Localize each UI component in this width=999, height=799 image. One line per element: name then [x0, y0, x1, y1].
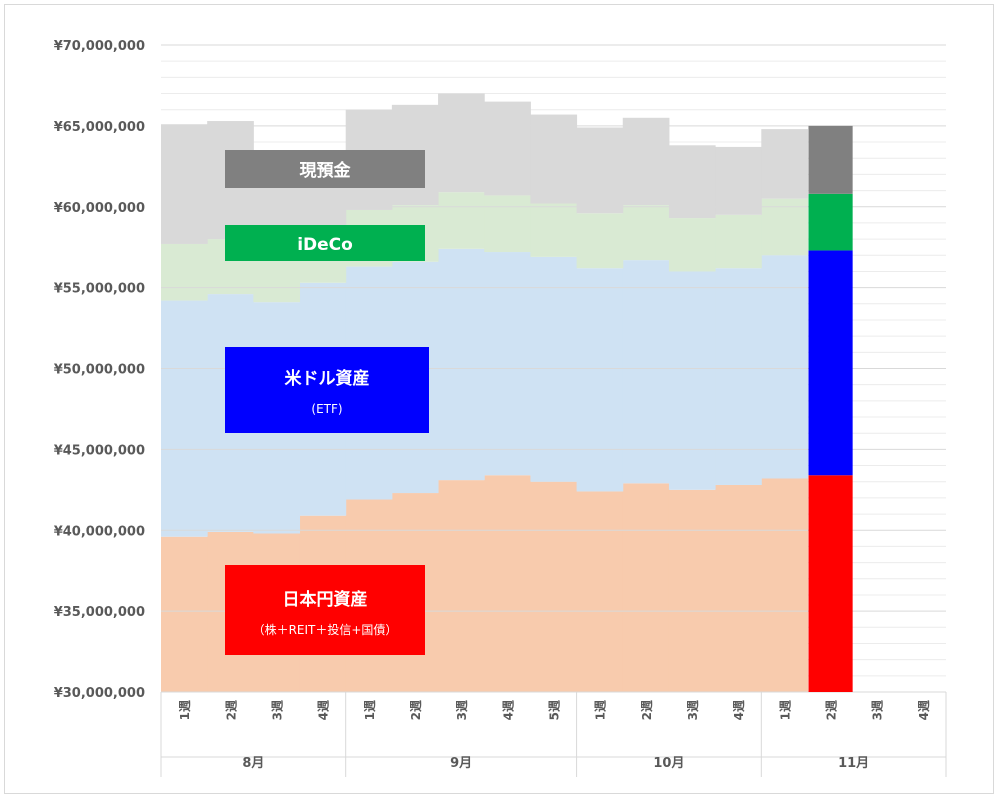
area-segment [622, 117, 670, 206]
current-week-bar [808, 125, 853, 692]
x-week-label: 3週 [269, 700, 284, 720]
area-segment [484, 252, 531, 476]
y-tick-label: ¥35,000,000 [54, 605, 145, 620]
x-week-label: 3週 [454, 700, 469, 720]
x-week-label: 4週 [916, 700, 931, 720]
label-usd: 米ドル資産 (ETF) [225, 347, 429, 433]
area-segment [622, 260, 670, 484]
area-segment [761, 478, 808, 692]
area-segment [576, 491, 624, 692]
area-segment [576, 213, 624, 269]
area-segment [715, 146, 762, 215]
area-segment [668, 218, 716, 272]
x-week-label: 4週 [731, 700, 746, 720]
area-segment [761, 198, 808, 256]
area-segment [161, 536, 208, 692]
label-usd-title: 米ドル資産 [285, 368, 370, 389]
asset-stacked-area-chart: ¥30,000,000 ¥35,000,000 ¥40,000,000 ¥45,000… [54, 39, 947, 777]
x-month-label: 9月 [450, 756, 472, 771]
y-tick-label: ¥55,000,000 [54, 282, 145, 297]
x-week-label: 3週 [870, 700, 885, 720]
area-segment [161, 124, 208, 244]
x-week-label: 2週 [408, 700, 423, 720]
area-segment [530, 114, 578, 204]
area-segment [576, 268, 624, 492]
y-axis: ¥30,000,000 ¥35,000,000 ¥40,000,000 ¥45,000… [54, 39, 145, 701]
area-segment [622, 205, 670, 261]
area-segment [438, 93, 485, 193]
label-jpy-title: 日本円資産 [283, 589, 368, 610]
x-month-label: 8月 [242, 756, 264, 771]
label-cash-title: 現預金 [300, 160, 352, 181]
area-segment [668, 145, 716, 219]
x-week-label: 5週 [547, 700, 562, 720]
x-week-label: 1週 [593, 700, 608, 720]
x-week-label: 3週 [685, 700, 700, 720]
current-bar-segment [808, 475, 853, 692]
area-segment [438, 192, 485, 249]
area-segment [438, 248, 485, 481]
label-usd-subtitle: (ETF) [311, 402, 342, 416]
area-segment [438, 480, 485, 692]
area-segment [484, 475, 531, 692]
y-tick-label: ¥30,000,000 [54, 686, 145, 701]
area-segment [761, 129, 808, 199]
x-week-label: 1週 [362, 700, 377, 720]
area-segment [484, 101, 531, 196]
area-segment [530, 481, 578, 692]
x-axis: 1週 2週 3週 4週 1週 2週 3週 4週 5週 1週 2週 3週 4週 1週 2週 3週 4週 8月 9月 10… [160, 692, 947, 777]
current-bar-segment [808, 193, 853, 251]
x-week-label: 2週 [824, 700, 839, 720]
x-week-label: 4週 [500, 700, 515, 720]
y-tick-label: ¥45,000,000 [54, 443, 145, 458]
area-segment [622, 483, 670, 692]
label-ideco: iDeCo [225, 225, 425, 261]
label-ideco-title: iDeCo [297, 235, 353, 255]
x-week-label: 1週 [177, 700, 192, 720]
label-cash-box [225, 150, 425, 188]
x-week-label: 2週 [223, 700, 238, 720]
label-ideco-box [225, 225, 425, 261]
x-month-label: 11月 [838, 756, 869, 771]
area-segment [576, 127, 624, 214]
x-week-label: 4週 [316, 700, 331, 720]
x-month-label: 10月 [653, 756, 684, 771]
area-segment [161, 300, 208, 537]
area-segment [715, 214, 762, 269]
current-bar-segment [808, 125, 853, 194]
y-tick-label: ¥60,000,000 [54, 201, 145, 216]
area-segment [530, 256, 578, 482]
area-segment [715, 268, 762, 485]
chart-frame: ¥30,000,000 ¥35,000,000 ¥40,000,000 ¥45,000… [4, 4, 994, 794]
area-segment [761, 255, 808, 479]
y-tick-label: ¥70,000,000 [54, 39, 145, 54]
label-jpy-subtitle: （株＋REIT＋投信+国債） [253, 622, 398, 637]
area-segment [161, 243, 208, 301]
current-bar-segment [808, 250, 853, 476]
label-jpy-box [225, 565, 425, 655]
y-tick-label: ¥50,000,000 [54, 363, 145, 378]
label-cash: 現預金 [225, 150, 425, 188]
area-segment [484, 195, 531, 253]
x-week-label: 1週 [777, 700, 792, 720]
label-jpy: 日本円資産 （株＋REIT＋投信+国債） [225, 565, 425, 655]
label-usd-box [225, 347, 429, 433]
area-segment [530, 203, 578, 257]
area-segment [668, 271, 716, 490]
y-tick-label: ¥65,000,000 [54, 120, 145, 135]
area-segment [715, 484, 762, 692]
y-tick-label: ¥40,000,000 [54, 524, 145, 539]
x-week-label: 2週 [639, 700, 654, 720]
area-segment [668, 489, 716, 692]
